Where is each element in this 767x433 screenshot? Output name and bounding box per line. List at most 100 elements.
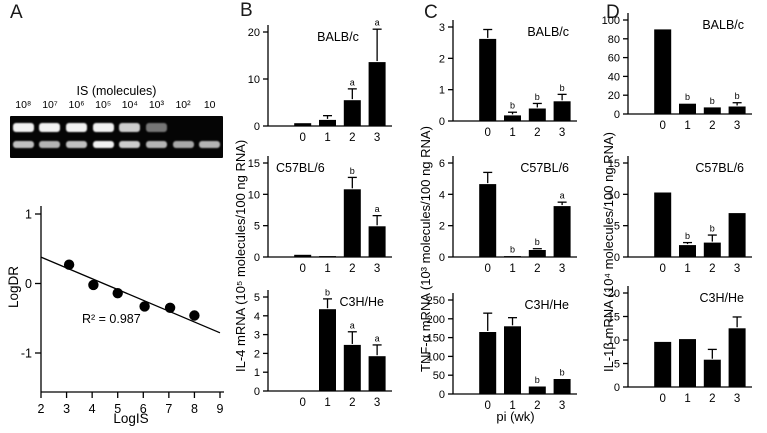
svg-text:BALB/c: BALB/c xyxy=(317,30,359,44)
svg-text:1: 1 xyxy=(684,393,690,405)
scatter-plot: 1 0 -1 2 3 4 5 6 7 8 9 xyxy=(21,206,224,416)
svg-text:b: b xyxy=(710,224,715,234)
svg-text:40: 40 xyxy=(608,71,620,83)
svg-text:2: 2 xyxy=(439,221,445,233)
gel-lane-label: 10⁷ xyxy=(42,99,58,111)
svg-text:0: 0 xyxy=(485,263,491,275)
svg-text:2: 2 xyxy=(709,263,715,275)
svg-text:20: 20 xyxy=(248,27,260,39)
svg-text:-1: -1 xyxy=(21,347,32,361)
gel-band xyxy=(145,141,167,148)
svg-text:a: a xyxy=(350,77,355,87)
svg-text:1: 1 xyxy=(509,400,515,412)
panel-b-chart-balbc: 0 10 20 0 1 2 a 3 a BALB/c xyxy=(248,18,392,144)
svg-text:3: 3 xyxy=(734,120,740,132)
svg-text:3: 3 xyxy=(559,263,565,275)
gel-band xyxy=(12,141,34,148)
gel-band xyxy=(66,123,88,132)
gel-lane-label: 10⁵ xyxy=(95,99,112,111)
gel-lane-label: 10⁸ xyxy=(15,99,32,111)
panel-d-chart-balbc: 0 20 40 60 80 100 0 1 b 2 b 3 b BALB/c xyxy=(602,13,752,132)
svg-text:10: 10 xyxy=(608,335,620,347)
svg-text:15: 15 xyxy=(608,158,620,170)
svg-text:2: 2 xyxy=(349,132,355,144)
svg-text:150: 150 xyxy=(427,333,445,345)
svg-text:0: 0 xyxy=(485,127,491,139)
svg-text:0: 0 xyxy=(614,382,620,394)
gel-band xyxy=(39,141,61,148)
svg-text:b: b xyxy=(350,166,355,176)
scatter-ylabel: LogDR xyxy=(6,265,21,308)
svg-text:6: 6 xyxy=(439,158,445,170)
svg-text:2: 2 xyxy=(534,400,540,412)
gel-image xyxy=(10,116,223,158)
panel-a-letter: A xyxy=(10,2,23,23)
svg-text:0: 0 xyxy=(254,121,260,133)
svg-text:20: 20 xyxy=(608,288,620,300)
svg-text:2: 2 xyxy=(439,53,445,65)
svg-text:15: 15 xyxy=(608,312,620,324)
svg-text:0: 0 xyxy=(25,277,32,291)
svg-text:0: 0 xyxy=(439,116,445,128)
svg-text:a: a xyxy=(375,204,380,214)
svg-text:80: 80 xyxy=(608,34,620,46)
svg-text:0: 0 xyxy=(439,252,445,264)
svg-text:C3H/He: C3H/He xyxy=(700,291,745,305)
svg-text:3: 3 xyxy=(374,397,380,409)
svg-text:a: a xyxy=(375,333,380,343)
svg-text:b: b xyxy=(710,96,715,106)
svg-text:1: 1 xyxy=(324,132,330,144)
svg-text:200: 200 xyxy=(427,314,445,326)
svg-text:100: 100 xyxy=(602,15,620,27)
svg-text:100: 100 xyxy=(427,351,445,363)
svg-text:1: 1 xyxy=(324,263,330,275)
svg-text:b: b xyxy=(510,245,515,255)
svg-text:2: 2 xyxy=(38,402,45,416)
svg-text:3: 3 xyxy=(559,127,565,139)
svg-text:2: 2 xyxy=(709,393,715,405)
gel-band xyxy=(12,123,34,132)
svg-text:5: 5 xyxy=(254,292,260,304)
panel-d-chart-c57bl6: 0 5 10 15 0 1 b 2 b 3 C57BL/6 xyxy=(608,156,752,275)
gel-band xyxy=(199,141,221,148)
gel-band xyxy=(66,141,88,148)
panel-d-chart-c3hhe: 0 5 10 15 20 0 1 2 3 C3H/He xyxy=(608,286,752,405)
svg-text:1: 1 xyxy=(254,367,260,379)
gel-lane-label: 10⁴ xyxy=(121,99,138,111)
svg-text:2: 2 xyxy=(534,263,540,275)
svg-text:4: 4 xyxy=(439,189,445,201)
gel-band xyxy=(92,141,114,148)
svg-text:1: 1 xyxy=(509,263,515,275)
svg-text:4: 4 xyxy=(89,402,96,416)
svg-text:b: b xyxy=(560,368,565,378)
gel-band xyxy=(119,141,141,148)
svg-text:50: 50 xyxy=(433,370,445,382)
svg-text:1: 1 xyxy=(684,263,690,275)
svg-text:b: b xyxy=(535,375,540,385)
svg-text:20: 20 xyxy=(608,90,620,102)
svg-text:5: 5 xyxy=(114,402,121,416)
svg-text:7: 7 xyxy=(165,402,172,416)
svg-text:a: a xyxy=(560,191,565,201)
svg-text:10: 10 xyxy=(248,189,260,201)
svg-text:2: 2 xyxy=(349,263,355,275)
svg-text:9: 9 xyxy=(217,402,224,416)
panel-b-chart-c3hhe: 0 1 2 3 4 5 0 1 b 2 a 3 a C3H/He xyxy=(254,287,392,409)
panel-b-chart-c57bl6: 0 5 10 15 0 1 2 b 3 a C57BL/6 xyxy=(248,156,392,275)
svg-text:10: 10 xyxy=(608,189,620,201)
svg-text:b: b xyxy=(685,92,690,102)
svg-text:3: 3 xyxy=(734,393,740,405)
panel-c-chart-c3hhe: 0 50 100 150 200 250 0 1 2 b 3 b C3H/He xyxy=(427,293,577,412)
svg-text:6: 6 xyxy=(140,402,147,416)
svg-text:5: 5 xyxy=(614,221,620,233)
svg-text:0: 0 xyxy=(300,132,306,144)
shared-xlabel: pi (wk) xyxy=(496,409,535,424)
svg-text:b: b xyxy=(535,92,540,102)
svg-text:0: 0 xyxy=(439,389,445,401)
svg-text:8: 8 xyxy=(191,402,198,416)
svg-text:0: 0 xyxy=(660,120,666,132)
svg-text:3: 3 xyxy=(63,402,70,416)
gel-lane-label: 10² xyxy=(175,99,191,111)
panel-b-letter: B xyxy=(240,0,253,21)
svg-text:b: b xyxy=(685,231,690,241)
